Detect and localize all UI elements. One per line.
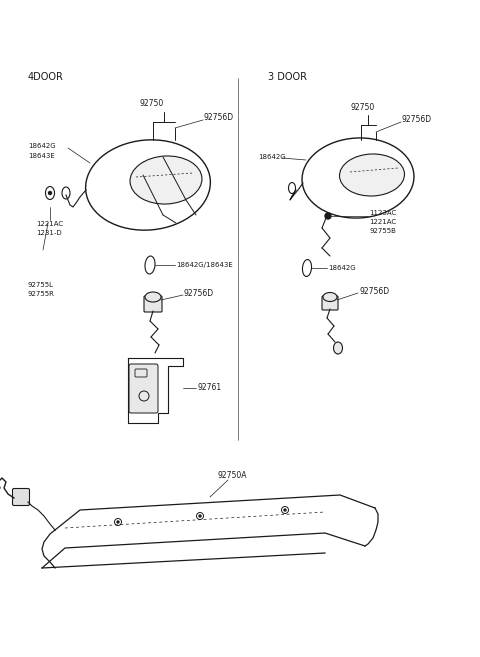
Circle shape [199,515,201,517]
Text: 92750: 92750 [351,103,375,112]
Text: 18642G: 18642G [328,265,356,271]
Text: 18642G: 18642G [258,154,286,160]
Text: 4DOOR: 4DOOR [28,72,64,82]
Text: 92761: 92761 [197,384,221,392]
Text: 1123AC: 1123AC [369,210,396,216]
Ellipse shape [334,342,343,354]
Text: 92756D: 92756D [402,116,432,124]
Text: 92755R: 92755R [28,291,55,297]
Circle shape [284,509,286,511]
Text: 18642G/18643E: 18642G/18643E [176,262,233,268]
Text: 92756D: 92756D [184,288,214,298]
Ellipse shape [145,292,161,302]
Text: 92756D: 92756D [204,112,234,122]
Text: 92756D: 92756D [359,286,389,296]
FancyBboxPatch shape [129,364,158,413]
Text: 1231-D: 1231-D [36,230,61,236]
Ellipse shape [130,156,202,204]
Text: 92750: 92750 [140,99,164,108]
Text: 3 DOOR: 3 DOOR [268,72,307,82]
Circle shape [117,521,119,523]
Text: 1221AC: 1221AC [369,219,396,225]
FancyBboxPatch shape [144,296,162,312]
Circle shape [325,213,331,219]
Text: 1221AC: 1221AC [36,221,63,227]
Circle shape [48,191,51,194]
Text: 92755L: 92755L [28,282,54,288]
FancyBboxPatch shape [12,489,29,505]
Text: 18643E: 18643E [28,153,55,159]
Text: 92750A: 92750A [218,471,248,480]
Ellipse shape [339,154,405,196]
FancyBboxPatch shape [322,296,338,310]
Ellipse shape [323,292,337,302]
Text: 92755B: 92755B [369,228,396,234]
Text: 18642G: 18642G [28,143,56,149]
